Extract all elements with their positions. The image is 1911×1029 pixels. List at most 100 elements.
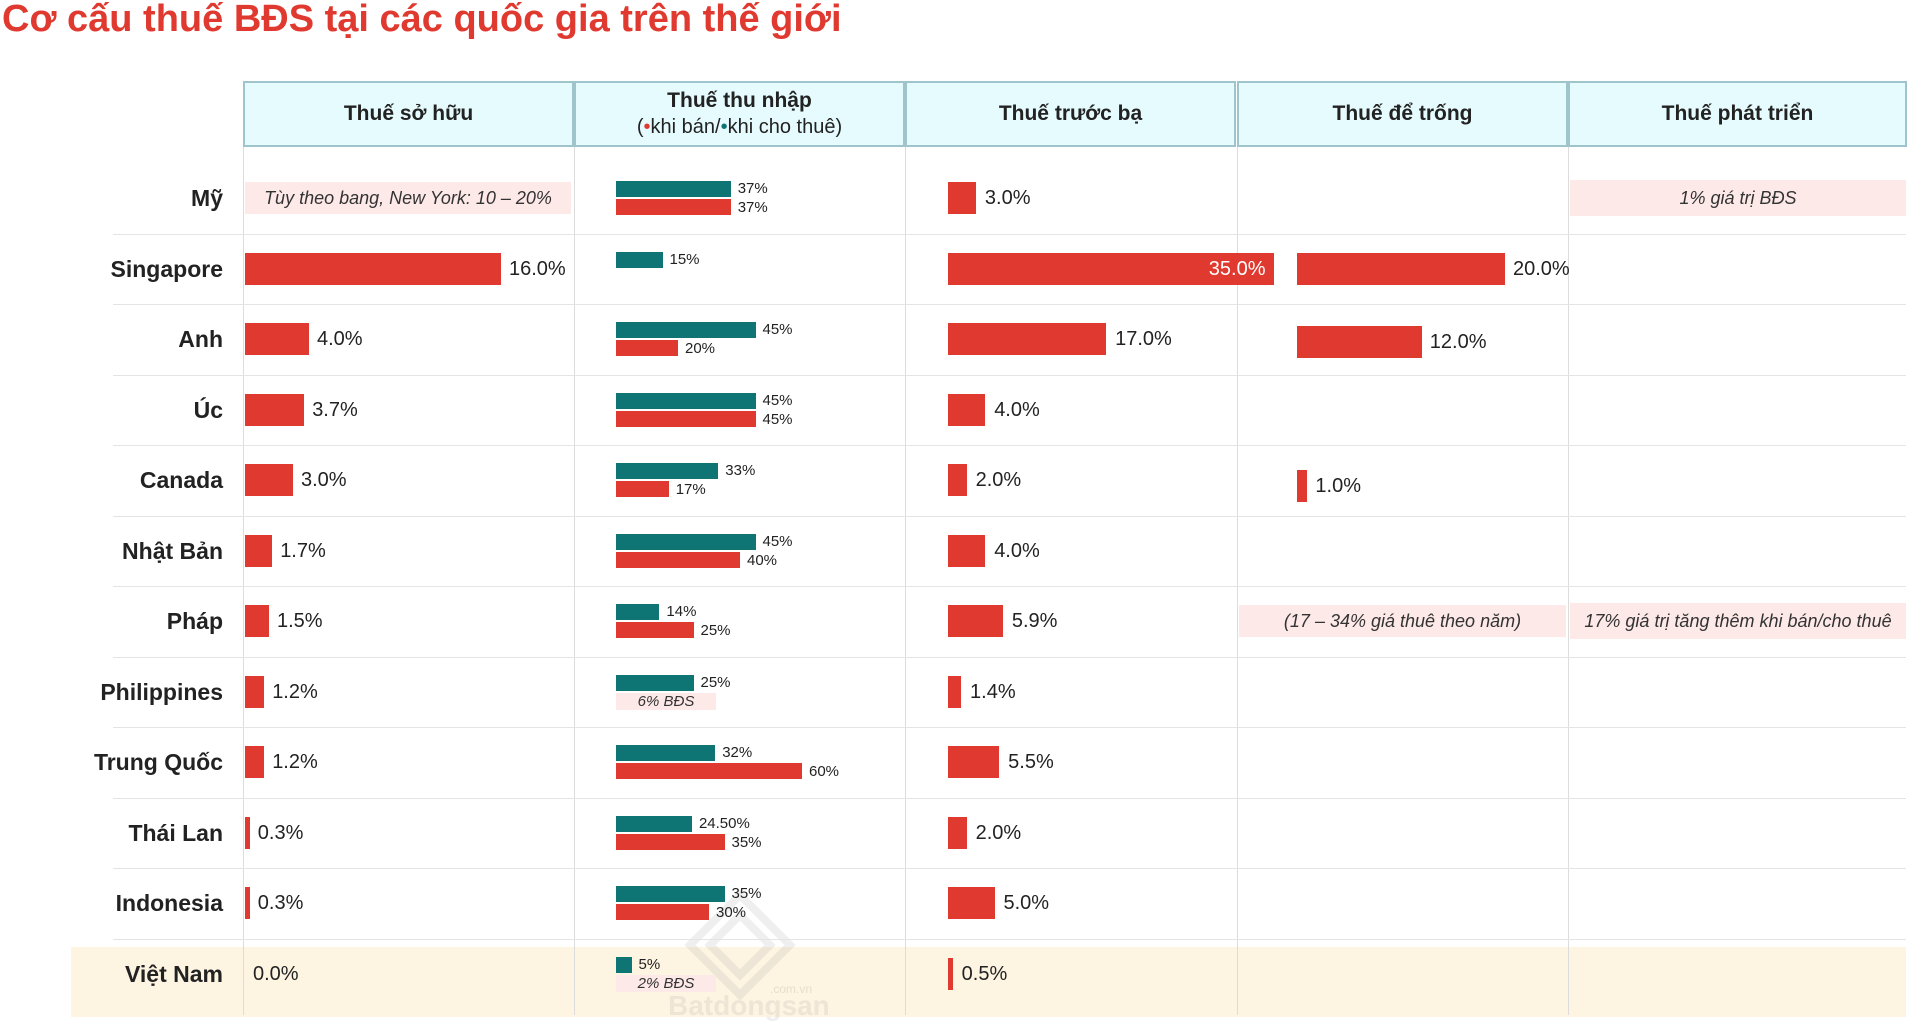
vacancy-bar [1297, 253, 1505, 285]
row-separator [113, 445, 1906, 446]
watermark-brand-text: Batdongsan [668, 990, 830, 1021]
column-header-income: Thuế thu nhập (•khi bán/•khi cho thuê) [574, 81, 905, 147]
column-header-label: Thuế để trống [1332, 102, 1473, 125]
column-header-development: Thuế phát triển [1568, 81, 1907, 147]
row-separator [113, 304, 1906, 305]
row-separator [113, 516, 1906, 517]
column-header-vacancy: Thuế để trống [1237, 81, 1568, 147]
row-label-indonesia: Indonesia [115, 890, 223, 916]
vacancy-note: (17 – 34% giá thuê theo năm) [1239, 605, 1566, 637]
income-rent-label: 25% [700, 674, 731, 691]
grid-vline [1237, 147, 1238, 1015]
ownership-bar [245, 746, 265, 778]
registration-value-label: 3.0% [984, 187, 1031, 209]
chart-title: Cơ cấu thuế BĐS tại các quốc gia trên th… [2, 0, 842, 40]
row-label-singapore: Singapore [110, 256, 223, 282]
grid-vline [905, 147, 906, 1015]
income-sale-bar [616, 199, 731, 215]
income-rent-bar [616, 604, 660, 620]
income-rent-bar [616, 745, 716, 761]
income-rent-bar [616, 534, 756, 550]
income-sale-bar [616, 763, 802, 779]
vacancy-bar [1297, 326, 1422, 358]
registration-value-label: 35.0% [1208, 258, 1266, 280]
row-separator [113, 657, 1906, 658]
ownership-note: Tùy theo bang, New York: 10 – 20% [245, 182, 571, 214]
registration-bar [948, 817, 967, 849]
registration-bar [948, 676, 962, 708]
row-label-philippines: Philippines [100, 679, 223, 705]
row-separator [113, 868, 1906, 869]
ownership-value-label: 1.7% [280, 540, 326, 562]
legend-rent-label: khi cho thuê) [727, 116, 843, 138]
income-sale-note: 2% BĐS [616, 975, 716, 992]
column-header-label: Thuế thu nhập [667, 89, 812, 112]
income-sale-label: 35% [731, 834, 762, 851]
income-rent-bar [616, 957, 632, 973]
ownership-value-label: 1.2% [272, 751, 318, 773]
registration-bar [948, 464, 967, 496]
income-rent-label: 5% [638, 956, 661, 973]
income-rent-label: 32% [722, 744, 753, 761]
income-rent-label: 24.50% [698, 815, 750, 832]
legend-sale-dot-icon: • [643, 116, 651, 138]
row-separator [113, 798, 1906, 799]
income-rent-bar [616, 393, 756, 409]
development-note: 1% giá trị BĐS [1570, 180, 1906, 216]
registration-bar [948, 605, 1003, 637]
income-rent-bar [616, 816, 692, 832]
income-sale-label: 17% [675, 481, 706, 498]
income-sale-label: 40% [747, 552, 778, 569]
ownership-value-label: 4.0% [317, 328, 363, 350]
watermark-suffix: .com.vn [770, 982, 813, 996]
income-sale-bar [616, 904, 709, 920]
legend-rent-dot-icon: • [720, 116, 728, 138]
legend-sale-label: khi bán/ [650, 116, 721, 138]
row-label-trung-quốc: Trung Quốc [93, 749, 223, 775]
ownership-bar [245, 464, 293, 496]
ownership-bar [245, 676, 265, 708]
ownership-value-label: 3.0% [301, 469, 347, 491]
income-rent-bar [616, 181, 731, 197]
income-sale-bar [616, 834, 725, 850]
grid-vline [574, 147, 575, 1015]
column-header-ownership: Thuế sở hữu [243, 81, 574, 147]
registration-value-label: 17.0% [1115, 328, 1172, 350]
registration-bar [948, 182, 976, 214]
ownership-bar [245, 394, 305, 426]
registration-bar [948, 394, 986, 426]
column-header-label: Thuế sở hữu [343, 102, 474, 125]
ownership-bar [245, 323, 309, 355]
ownership-value-label: 0.3% [257, 822, 304, 844]
row-label-nhật-bản: Nhật Bản [122, 538, 223, 564]
income-rent-label: 37% [737, 180, 768, 197]
vacancy-value-label: 1.0% [1315, 475, 1361, 497]
income-rent-bar [616, 675, 694, 691]
row-separator [113, 586, 1906, 587]
legend-open: ( [636, 116, 644, 138]
income-sale-bar [616, 622, 694, 638]
row-label-anh: Anh [178, 326, 223, 352]
income-rent-label: 45% [762, 392, 793, 409]
ownership-value-label: 1.5% [277, 610, 323, 632]
ownership-bar [245, 253, 501, 285]
vacancy-bar [1297, 470, 1308, 502]
registration-bar [948, 887, 995, 919]
registration-value-label: 4.0% [994, 399, 1040, 421]
registration-bar [948, 746, 1000, 778]
income-sale-note: 6% BĐS [616, 693, 716, 710]
column-header-registration: Thuế trước bạ [905, 81, 1236, 147]
income-rent-label: 14% [666, 603, 697, 620]
registration-value-label: 5.0% [1003, 892, 1050, 914]
registration-bar [948, 535, 986, 567]
ownership-bar [245, 605, 269, 637]
income-sale-label: 20% [685, 340, 716, 357]
ownership-value-label: 1.2% [272, 681, 318, 703]
registration-value-label: 2.0% [975, 822, 1022, 844]
income-rent-label: 33% [725, 462, 756, 479]
registration-bar [948, 958, 953, 990]
watermark-brand: Batdongsan [668, 990, 830, 1022]
registration-bar [948, 323, 1107, 355]
income-sale-bar [616, 481, 669, 497]
ownership-value-label: 0.0% [253, 963, 299, 985]
